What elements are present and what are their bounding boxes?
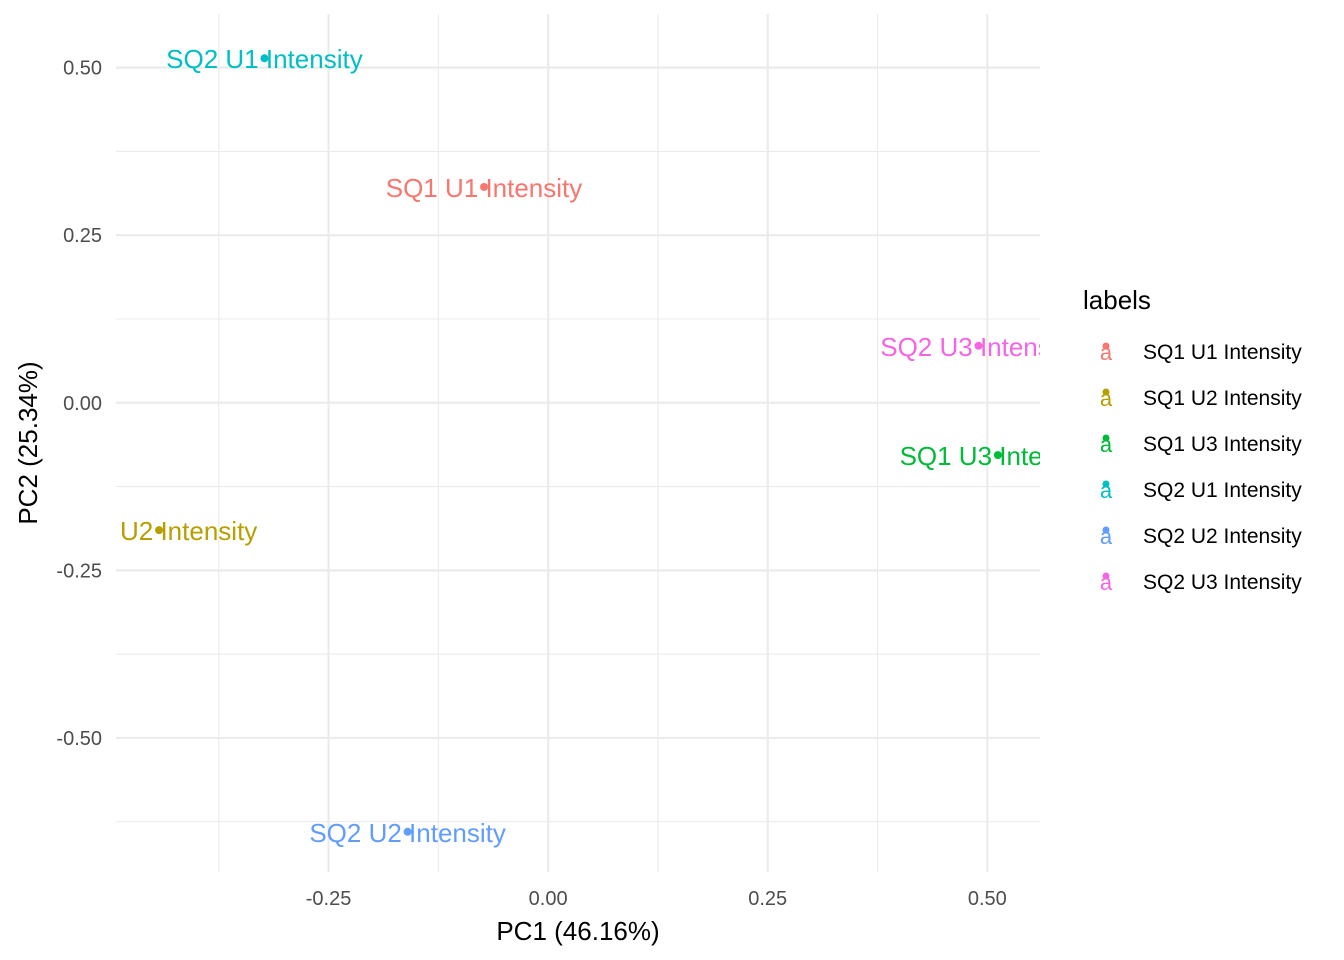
legend-key-dot bbox=[1102, 434, 1110, 442]
data-point bbox=[403, 827, 412, 836]
y-axis-title: PC2 (25.34%) bbox=[13, 361, 43, 524]
legend-key-dot bbox=[1102, 342, 1110, 350]
legend-item-label: SQ2 U1 Intensity bbox=[1143, 479, 1302, 502]
data-point bbox=[480, 182, 489, 191]
x-tick-label: 0.25 bbox=[748, 888, 787, 910]
y-tick-label: -0.50 bbox=[56, 728, 102, 750]
legend-key-dot bbox=[1102, 572, 1110, 580]
legend-key-dot bbox=[1102, 480, 1110, 488]
point-label: SQ1 U2 Intensity bbox=[61, 516, 258, 546]
point-label: SQ2 U1 Intensity bbox=[166, 44, 363, 74]
y-tick-label: 0.25 bbox=[63, 225, 102, 247]
legend-key-dot bbox=[1102, 388, 1110, 396]
y-tick-labels: 0.50 0.25 0.00 -0.25 -0.50 bbox=[56, 58, 102, 750]
legend-item-label: SQ2 U2 Intensity bbox=[1143, 525, 1302, 548]
point-label: SQ2 U2 Intensity bbox=[309, 818, 506, 848]
data-point bbox=[993, 451, 1002, 460]
x-tick-label: 0.50 bbox=[968, 888, 1007, 910]
points-layer bbox=[155, 54, 1002, 836]
point-label: SQ1 U1 Intensity bbox=[386, 173, 583, 203]
point-label: SQ2 U3 Intensity bbox=[880, 332, 1077, 362]
point-labels-layer: SQ1 U1 Intensity SQ1 U2 Intensity SQ1 U3 I… bbox=[61, 44, 1097, 848]
legend-item-label: SQ1 U2 Intensity bbox=[1143, 387, 1302, 410]
legend-item-label: SQ1 U1 Intensity bbox=[1143, 341, 1302, 364]
y-tick-label: -0.25 bbox=[56, 560, 102, 582]
x-axis-title: PC1 (46.16%) bbox=[496, 916, 659, 946]
legend-item-label: SQ2 U3 Intensity bbox=[1143, 571, 1302, 594]
legend-title: labels bbox=[1083, 285, 1151, 315]
legend-item-label: SQ1 U3 Intensity bbox=[1143, 433, 1302, 456]
point-label: SQ1 U3 Intensity bbox=[900, 441, 1097, 471]
data-point bbox=[155, 526, 164, 535]
grid-minor bbox=[116, 14, 1040, 872]
x-tick-label: 0.00 bbox=[529, 888, 568, 910]
data-point bbox=[260, 54, 269, 63]
y-tick-label: 0.50 bbox=[63, 58, 102, 80]
x-tick-label: -0.25 bbox=[306, 888, 352, 910]
legend-key-dot bbox=[1102, 526, 1110, 534]
grid-major bbox=[116, 14, 1040, 872]
x-tick-labels: -0.25 0.00 0.25 0.50 bbox=[306, 888, 1007, 910]
y-tick-label: 0.00 bbox=[63, 393, 102, 415]
data-point bbox=[974, 341, 983, 350]
